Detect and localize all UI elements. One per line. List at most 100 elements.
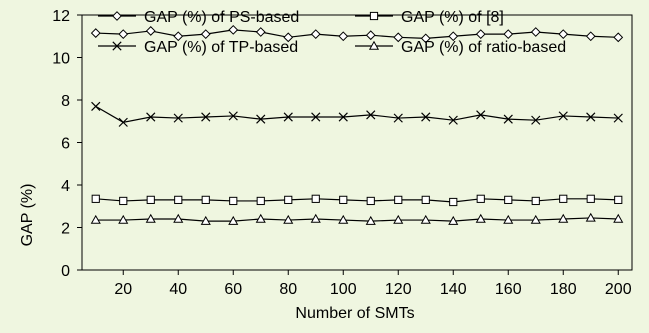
x-marker-stroke bbox=[613, 113, 623, 123]
data-point bbox=[449, 197, 458, 207]
legend-entry: GAP (%) of PS-based bbox=[98, 9, 299, 26]
x-marker-stroke bbox=[91, 101, 101, 111]
x-marker-stroke bbox=[201, 112, 211, 122]
x-marker-stroke bbox=[146, 112, 156, 122]
data-point bbox=[585, 31, 596, 42]
y-tick-label: 8 bbox=[61, 93, 70, 110]
data-point bbox=[476, 194, 485, 203]
x-marker-stroke bbox=[118, 117, 128, 127]
x-tick-label: 180 bbox=[550, 281, 577, 298]
data-point bbox=[311, 112, 321, 122]
data-point bbox=[91, 101, 101, 111]
x-marker-stroke bbox=[256, 114, 266, 124]
data-point bbox=[283, 214, 294, 224]
data-point bbox=[173, 113, 183, 123]
data-point bbox=[366, 196, 375, 206]
y-tick-label: 10 bbox=[52, 51, 70, 68]
x-tick-label: 40 bbox=[169, 281, 187, 298]
data-point bbox=[448, 215, 459, 225]
data-point bbox=[421, 112, 431, 122]
legend-entry: GAP (%) of TP-based bbox=[98, 39, 298, 56]
data-point bbox=[365, 215, 376, 225]
data-point bbox=[559, 194, 568, 203]
data-point bbox=[614, 195, 623, 204]
data-point bbox=[393, 214, 404, 224]
data-point bbox=[586, 194, 595, 203]
data-point bbox=[476, 110, 486, 120]
data-point bbox=[118, 214, 129, 224]
data-point bbox=[228, 111, 238, 121]
data-point bbox=[118, 117, 128, 127]
legend-entry: GAP (%) of [8] bbox=[355, 9, 504, 26]
series-square bbox=[91, 194, 623, 207]
data-point bbox=[613, 213, 624, 223]
data-point bbox=[90, 214, 101, 224]
data-point bbox=[365, 30, 376, 41]
series-layer bbox=[90, 24, 624, 225]
x-marker-stroke bbox=[448, 115, 458, 125]
data-point bbox=[531, 196, 540, 206]
x-tick-label: 60 bbox=[224, 281, 242, 298]
legend-label: GAP (%) of PS-based bbox=[144, 9, 299, 26]
x-marker-stroke bbox=[503, 114, 513, 124]
data-point bbox=[475, 213, 486, 223]
data-point bbox=[256, 196, 265, 206]
data-point bbox=[339, 195, 348, 204]
x-tick-label: 20 bbox=[114, 281, 132, 298]
legend-label: GAP (%) of ratio-based bbox=[401, 39, 566, 56]
data-point bbox=[91, 194, 100, 203]
data-point bbox=[119, 196, 128, 206]
legend-label: GAP (%) of [8] bbox=[401, 9, 504, 26]
data-point bbox=[530, 214, 541, 224]
x-marker-stroke bbox=[228, 111, 238, 121]
y-tick-label: 12 bbox=[52, 8, 70, 25]
data-point bbox=[174, 195, 183, 204]
data-point bbox=[558, 111, 568, 121]
legend-marker bbox=[112, 41, 122, 51]
series-line bbox=[95, 217, 619, 222]
y-axis-label: GAP (%) bbox=[19, 184, 36, 247]
series-triangle bbox=[90, 212, 624, 225]
data-point bbox=[393, 32, 404, 43]
data-point bbox=[613, 113, 623, 123]
data-point bbox=[255, 213, 266, 223]
x-marker-stroke bbox=[586, 112, 596, 122]
x-marker-stroke bbox=[311, 112, 321, 122]
data-point bbox=[420, 214, 431, 224]
legend: GAP (%) of PS-based GAP (%) of [8] GAP (%)… bbox=[98, 9, 566, 56]
legend-marker bbox=[368, 40, 380, 50]
data-point bbox=[393, 113, 403, 123]
x-tick-label: 140 bbox=[440, 281, 467, 298]
data-point bbox=[284, 195, 293, 204]
data-point bbox=[558, 213, 569, 223]
data-point bbox=[229, 196, 238, 206]
x-marker-stroke bbox=[338, 112, 348, 122]
data-point bbox=[475, 29, 486, 40]
data-point bbox=[201, 195, 210, 204]
x-marker-stroke bbox=[476, 110, 486, 120]
y-tick-label: 6 bbox=[61, 136, 70, 153]
data-point bbox=[366, 110, 376, 120]
data-point bbox=[558, 29, 569, 40]
series-diamond bbox=[90, 24, 624, 44]
x-tick-label: 160 bbox=[495, 281, 522, 298]
data-point bbox=[338, 112, 348, 122]
data-point bbox=[420, 33, 431, 44]
x-marker-stroke bbox=[283, 112, 293, 122]
data-point bbox=[503, 214, 514, 224]
series-line bbox=[95, 105, 619, 123]
data-point bbox=[145, 213, 156, 223]
data-point bbox=[503, 29, 514, 40]
data-point bbox=[530, 27, 541, 37]
x-tick-label: 80 bbox=[279, 281, 297, 298]
data-point bbox=[146, 195, 155, 204]
data-point bbox=[613, 32, 624, 43]
legend-marker bbox=[112, 11, 122, 21]
data-point bbox=[173, 31, 184, 42]
x-marker-stroke bbox=[558, 111, 568, 121]
x-tick-label: 100 bbox=[330, 281, 357, 298]
data-point bbox=[585, 212, 596, 222]
series-line bbox=[95, 29, 619, 39]
data-point bbox=[255, 27, 266, 37]
